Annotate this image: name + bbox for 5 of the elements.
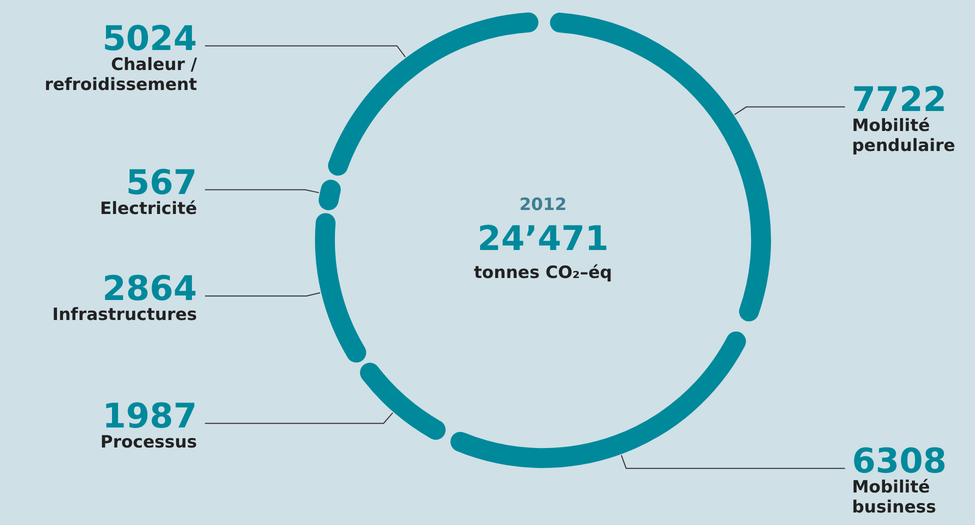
text: 2012	[519, 195, 567, 215]
text: 24’471	[477, 219, 609, 259]
slice-label: Chaleur / refroidissement	[44, 54, 198, 95]
text: tonnes CO₂–éq	[474, 263, 612, 283]
slice-label: Electricité	[100, 198, 197, 219]
